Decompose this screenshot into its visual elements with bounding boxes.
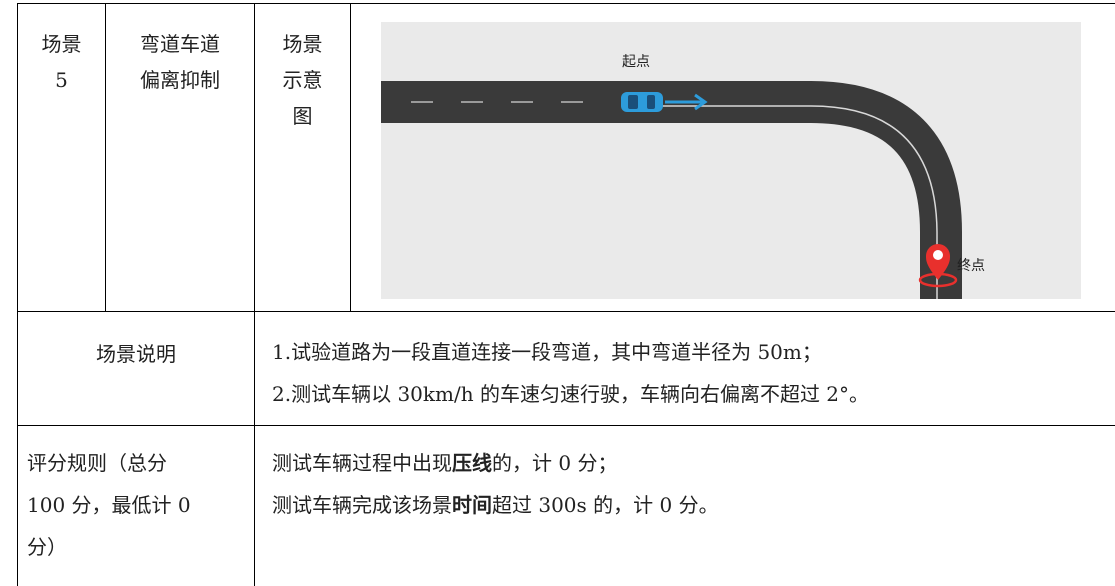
diagram-label-line3: 图 xyxy=(292,104,313,128)
scoring-label-line3: 分） xyxy=(27,535,67,559)
rule1-text-post: 的，计 0 分； xyxy=(492,451,618,475)
diagram-label-line1: 场景 xyxy=(282,32,323,56)
scoring-label-line1: 评分规则（总分 xyxy=(27,451,167,475)
rule1-text-pre: 测试车辆过程中出现 xyxy=(272,451,452,475)
scoring-rules-label: 评分规则（总分 100 分，最低计 0 分） xyxy=(27,445,252,565)
main-col-divider xyxy=(254,3,255,586)
row1-bottom-border xyxy=(17,311,1115,312)
scene-name-line1: 弯道车道 xyxy=(140,32,220,56)
scene-number-label: 场景 xyxy=(41,32,82,56)
row2-bottom-border xyxy=(17,425,1115,426)
scoring-label-line2: 100 分，最低计 0 xyxy=(27,493,191,517)
rule-line-2: 测试车辆完成该场景时间超过 300s 的，计 0 分。 xyxy=(272,487,1112,523)
row1-col-divider-3 xyxy=(350,3,351,311)
scene-name-line2: 偏离抑制 xyxy=(140,68,220,92)
car-icon xyxy=(621,92,663,112)
rule1-text-bold: 压线 xyxy=(452,451,492,475)
scene-number-cell: 场景 5 xyxy=(18,26,105,98)
road-edge-line xyxy=(641,105,938,299)
table-top-border xyxy=(17,3,1115,4)
diagram-label-cell: 场景 示意 图 xyxy=(255,26,350,134)
diagram-label-line2: 示意 xyxy=(282,68,323,92)
road-illustration xyxy=(381,81,962,299)
scene-description-label: 场景说明 xyxy=(96,342,176,366)
start-point-label: 起点 xyxy=(622,54,650,70)
rule-line-1: 测试车辆过程中出现压线的，计 0 分； xyxy=(272,445,1112,481)
rule2-text-post: 超过 300s 的，计 0 分。 xyxy=(492,493,719,517)
scene-number-value: 5 xyxy=(55,68,68,92)
scene-name-cell: 弯道车道 偏离抑制 xyxy=(106,26,254,98)
rule2-text-bold: 时间 xyxy=(452,493,492,517)
scoring-rules-content: 测试车辆过程中出现压线的，计 0 分； 测试车辆完成该场景时间超过 300s 的… xyxy=(272,445,1112,523)
row1-col-divider-1 xyxy=(105,3,106,311)
rule2-text-pre: 测试车辆完成该场景 xyxy=(272,493,452,517)
table-left-border xyxy=(17,3,18,586)
location-pin-icon xyxy=(918,244,958,288)
road xyxy=(381,81,962,299)
scene-diagram: 起点 终点 xyxy=(381,22,1081,299)
direction-arrow-icon xyxy=(665,93,708,111)
description-line-2: 2.测试车辆以 30km/h 的车速匀速行驶，车辆向右偏离不超过 2°。 xyxy=(272,382,870,406)
scene-description-content: 1.试验道路为一段直道连接一段弯道，其中弯道半径为 50m； 2.测试车辆以 3… xyxy=(272,334,1112,412)
description-line-1: 1.试验道路为一段直道连接一段弯道，其中弯道半径为 50m； xyxy=(272,340,822,364)
end-point-label: 终点 xyxy=(957,258,985,274)
